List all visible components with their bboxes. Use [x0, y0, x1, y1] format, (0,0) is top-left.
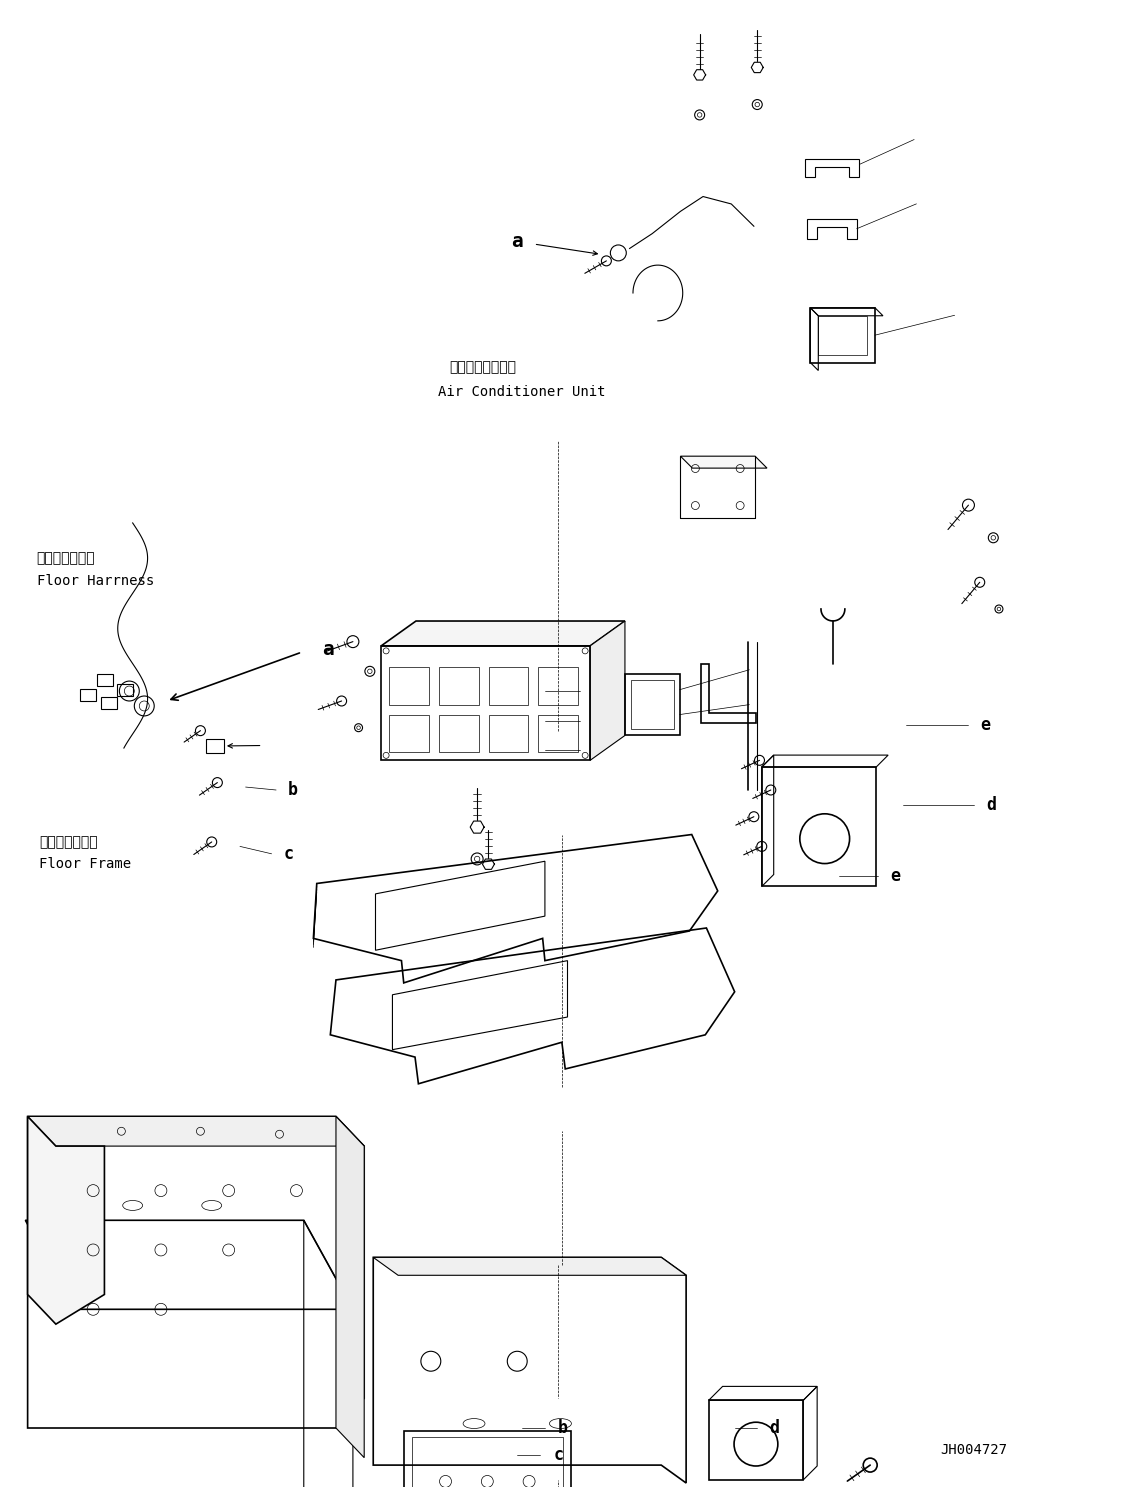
Bar: [625, 674, 680, 735]
Polygon shape: [590, 622, 625, 760]
Bar: [412, 1437, 563, 1491]
Bar: [389, 714, 429, 753]
Bar: [818, 316, 867, 355]
Bar: [98, 674, 114, 686]
Bar: [538, 714, 578, 753]
Polygon shape: [27, 1117, 364, 1147]
Bar: [381, 646, 590, 760]
Bar: [207, 740, 224, 753]
Text: d: d: [770, 1419, 780, 1437]
Polygon shape: [336, 1117, 364, 1458]
Polygon shape: [27, 1117, 104, 1324]
Bar: [810, 307, 875, 362]
Text: フロアフレーム: フロアフレーム: [39, 835, 98, 848]
Text: a: a: [511, 231, 522, 250]
Polygon shape: [373, 1257, 687, 1275]
Text: Air Conditioner Unit: Air Conditioner Unit: [438, 385, 605, 400]
Text: JH004727: JH004727: [941, 1443, 1008, 1457]
Text: e: e: [890, 868, 900, 886]
Text: b: b: [288, 781, 299, 799]
Bar: [117, 684, 133, 696]
Bar: [439, 666, 479, 705]
Bar: [538, 666, 578, 705]
Bar: [488, 666, 529, 705]
Text: a: a: [322, 640, 334, 659]
Text: c: c: [554, 1446, 563, 1464]
Text: d: d: [986, 796, 997, 814]
Bar: [79, 689, 95, 701]
Bar: [439, 714, 479, 753]
Bar: [708, 1400, 804, 1481]
Text: エアコンユニット: エアコンユニット: [449, 361, 516, 374]
Text: フロアハーネス: フロアハーネス: [36, 552, 95, 565]
Text: b: b: [558, 1419, 568, 1437]
Polygon shape: [681, 456, 767, 468]
Text: e: e: [981, 716, 991, 734]
Polygon shape: [381, 622, 625, 646]
Text: Floor Frame: Floor Frame: [39, 857, 131, 871]
Bar: [488, 714, 529, 753]
Bar: [631, 680, 674, 729]
Text: Floor Harrness: Floor Harrness: [36, 574, 154, 587]
Text: c: c: [284, 845, 294, 863]
Bar: [762, 766, 876, 887]
Bar: [404, 1431, 571, 1491]
Bar: [101, 696, 117, 708]
Bar: [389, 666, 429, 705]
